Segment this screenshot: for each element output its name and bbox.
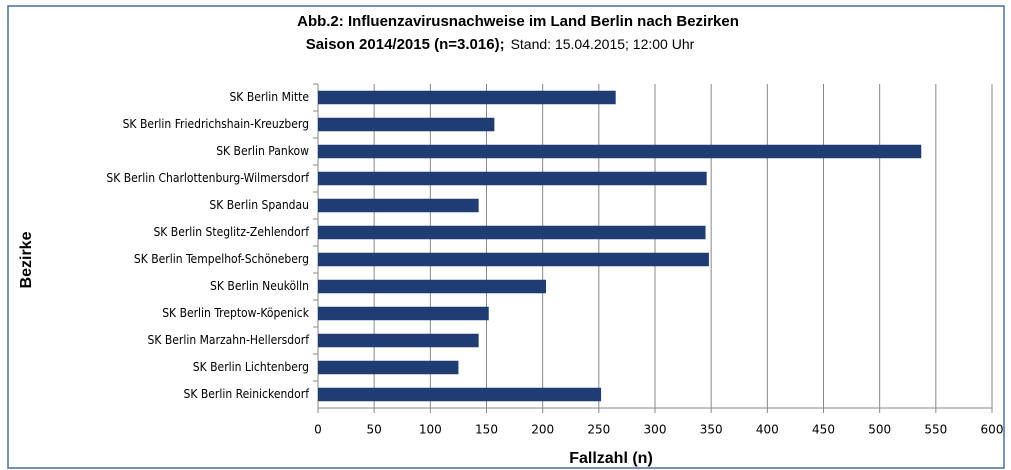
y-tick-label: SK Berlin Charlottenburg-Wilmersdorf xyxy=(106,171,310,185)
x-tick-label: 350 xyxy=(700,423,723,437)
x-axis-label: Fallzahl (n) xyxy=(569,450,653,467)
y-tick-label: SK Berlin Lichtenberg xyxy=(193,360,309,374)
bar xyxy=(318,252,709,267)
chart-title: Abb.2: Influenzavirusnachweise im Land B… xyxy=(297,13,739,30)
x-tick-label: 100 xyxy=(419,423,442,437)
y-tick-label: SK Berlin Spandau xyxy=(209,198,309,212)
x-tick-label: 450 xyxy=(812,423,835,437)
x-tick-label: 150 xyxy=(475,423,498,437)
y-tick-label: SK Berlin Steglitz-Zehlendorf xyxy=(153,225,310,239)
y-tick-label: SK Berlin Reinickendorf xyxy=(183,387,310,401)
y-axis-label: Bezirke xyxy=(18,231,35,288)
x-tick-label: 250 xyxy=(587,423,610,437)
bar xyxy=(318,90,616,105)
x-tick-label: 600 xyxy=(981,423,1004,437)
x-tick-label: 300 xyxy=(644,423,667,437)
y-tick-label: SK Berlin Mitte xyxy=(229,90,309,104)
bar xyxy=(318,198,479,213)
bar xyxy=(318,225,706,240)
chart-subtitle: Saison 2014/2015 (n=3.016); Stand: 15.04.… xyxy=(306,36,695,53)
x-tick-label: 500 xyxy=(868,423,891,437)
bar xyxy=(318,144,922,159)
x-tick-label: 550 xyxy=(924,423,947,437)
x-tick-label: 50 xyxy=(367,423,382,437)
bar xyxy=(318,279,547,294)
bar xyxy=(318,306,489,321)
bar xyxy=(318,117,495,132)
bar xyxy=(318,360,459,375)
subtitle: Saison 2014/2015 (n=3.016); xyxy=(306,36,505,53)
y-tick-label: SK Berlin Treptow-Köpenick xyxy=(162,306,310,320)
x-tick-label: 0 xyxy=(314,423,322,437)
x-tick-label: 400 xyxy=(756,423,779,437)
bar xyxy=(318,333,479,348)
y-tick-label: SK Berlin Pankow xyxy=(216,144,309,158)
y-tick-label: SK Berlin Friedrichshain-Kreuzberg xyxy=(123,117,309,131)
x-tick-label: 200 xyxy=(531,423,554,437)
bar xyxy=(318,171,707,186)
y-tick-label: SK Berlin Neukölln xyxy=(210,279,309,293)
date-note: Stand: 15.04.2015; 12:00 Uhr xyxy=(511,36,695,52)
bar xyxy=(318,387,602,402)
y-tick-label: SK Berlin Marzahn-Hellersdorf xyxy=(147,333,310,347)
y-tick-label: SK Berlin Tempelhof-Schöneberg xyxy=(134,252,309,266)
